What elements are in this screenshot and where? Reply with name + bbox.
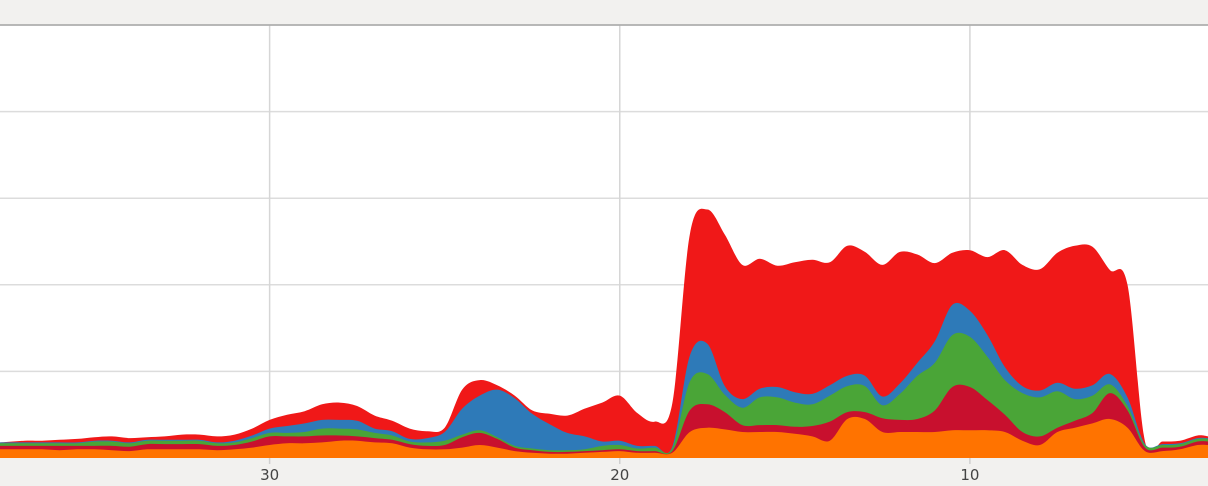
- area-series-group: [0, 208, 1208, 458]
- x-tick-label-10: 10: [960, 466, 979, 484]
- area-series-1: [0, 416, 1208, 458]
- x-tick-label-30: 30: [260, 466, 279, 484]
- x-axis-ticks: 30 20 10: [260, 458, 979, 484]
- x-tick-label-20: 20: [610, 466, 629, 484]
